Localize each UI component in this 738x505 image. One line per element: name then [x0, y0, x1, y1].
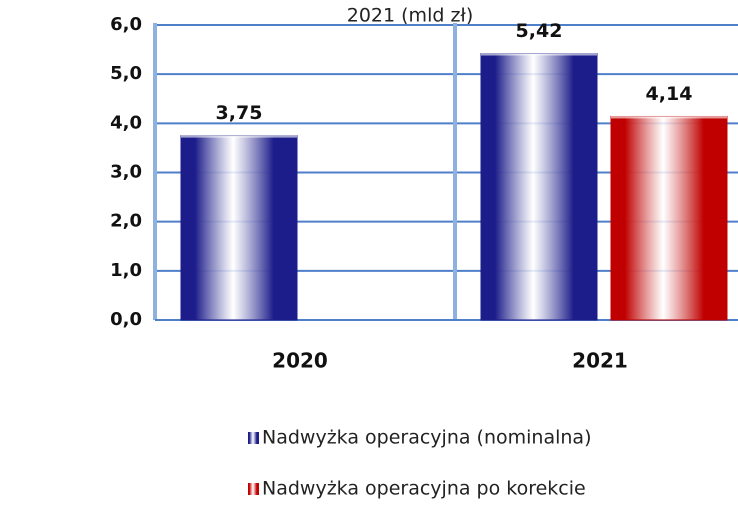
- y-tick-label: 0,0: [110, 309, 142, 330]
- bar-top: [181, 133, 297, 138]
- y-tick-label: 6,0: [110, 14, 142, 35]
- bar: [480, 53, 598, 321]
- legend-label: Nadwyżka operacyjna (nominalna): [262, 427, 591, 449]
- legend-swatch: [248, 432, 259, 444]
- chart-title: 2021 (mld zł): [347, 5, 473, 27]
- y-tick-label: 2,0: [110, 211, 142, 232]
- y-tick-label: 5,0: [110, 63, 142, 84]
- legend-swatch: [248, 483, 259, 495]
- data-label: 4,14: [646, 83, 693, 105]
- y-tick-label: 3,0: [110, 162, 142, 183]
- legend-label: Nadwyżka operacyjna po korekcie: [262, 478, 586, 500]
- x-tick-label: 2021: [572, 349, 628, 373]
- bar: [180, 135, 298, 321]
- bar-top: [481, 51, 597, 56]
- data-label: 5,42: [516, 20, 563, 42]
- bar: [610, 115, 728, 321]
- bar-top: [611, 114, 727, 119]
- x-tick-label: 2020: [272, 349, 328, 373]
- y-tick-label: 1,0: [110, 260, 142, 281]
- data-label: 3,75: [216, 102, 263, 124]
- y-tick-label: 4,0: [110, 112, 142, 133]
